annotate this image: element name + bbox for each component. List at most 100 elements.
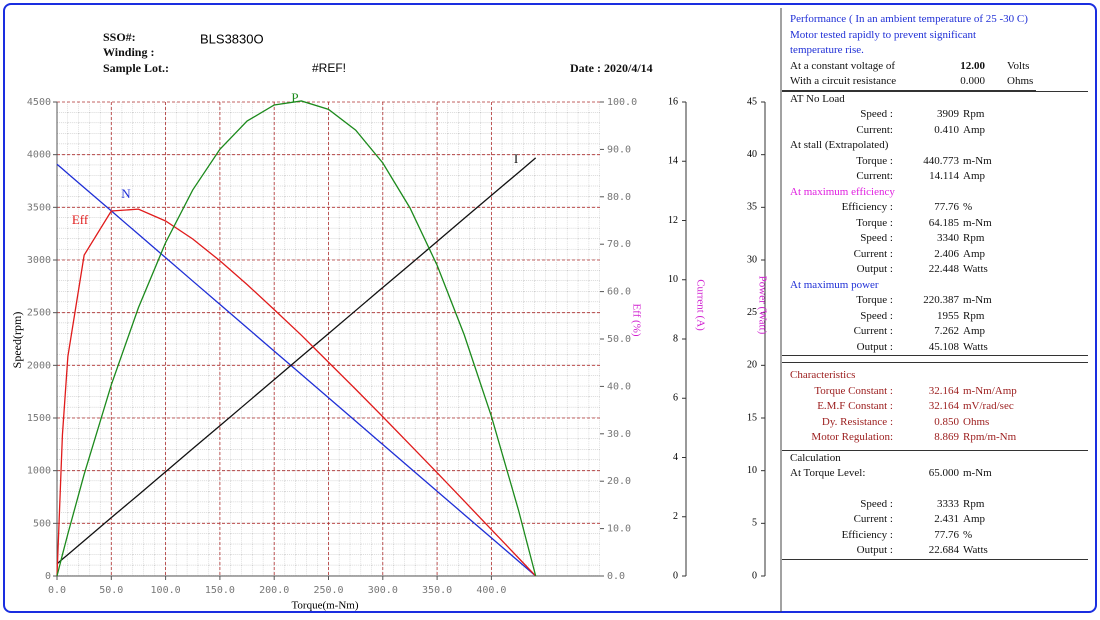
stat-value: 1955 — [937, 309, 959, 322]
series-label: P — [291, 90, 298, 105]
stat-label: Current: — [856, 123, 893, 136]
y4-axis-label: Power (Watt) — [756, 276, 768, 335]
series-line — [56, 100, 537, 577]
stat-label: Dy. Resistance : — [821, 415, 893, 428]
y3-tick-label: 8 — [673, 333, 678, 344]
stat-unit: Watts — [963, 544, 988, 556]
series-label: N — [121, 186, 131, 201]
label: At a constant voltage of — [790, 59, 896, 72]
y-tick-label: 4000 — [27, 150, 51, 161]
resistance-row: With a circuit resistance 0.000 Ohms — [782, 74, 1036, 91]
y2-tick-label: 80.0 — [607, 192, 631, 203]
y2-tick-label: 50.0 — [607, 334, 631, 345]
date: Date : 2020/4/14 — [570, 61, 653, 75]
y3-tick-label: 10 — [668, 274, 678, 285]
section: AT No Load Speed : 3909 Rpm Current: 0.410 Amp — [782, 90, 1088, 139]
stat-value: 3333 — [937, 497, 959, 510]
y4-tick-label: 20 — [747, 360, 757, 371]
stat-unit: Amp — [963, 513, 985, 525]
frame — [3, 3, 1097, 613]
stat-unit: m-Nm — [963, 154, 992, 167]
stat-unit: Rpm — [963, 309, 985, 322]
section: At maximum efficiency Efficiency : 77.76% T… — [782, 185, 1088, 278]
stat-unit: Rpm/m-Nm — [963, 431, 1017, 443]
stat-row: Speed : 3340 Rpm — [782, 231, 1088, 247]
y4-tick-label: 25 — [747, 307, 757, 318]
stat-value: 440.773 — [923, 154, 959, 167]
y4-tick-label: 30 — [747, 254, 757, 265]
stat-row: Motor Regulation: 8.869 Rpm/m-Nm — [782, 430, 1088, 446]
section-title: At stall (Extrapolated) — [790, 139, 889, 151]
section: At stall (Extrapolated) Torque : 440.773 m-… — [782, 138, 1088, 185]
stat-row: Torque : 64.185 m-Nm — [782, 216, 1088, 232]
section: Characteristics Torque Constant : 32.164 m-… — [782, 362, 1088, 450]
stat-label: Current : — [853, 247, 893, 260]
y3-tick-label: 6 — [673, 393, 678, 404]
y2-tick-label: 10.0 — [607, 524, 631, 535]
stat-unit: Rpm — [963, 108, 985, 120]
stat-value: 3909 — [937, 108, 959, 120]
y2-tick-label: 20.0 — [607, 476, 631, 487]
y-tick-label: 1000 — [27, 466, 51, 477]
stat-label: Efficiency : — [841, 528, 893, 541]
x-axis-label: Torque(m-Nm) — [291, 600, 358, 612]
x-tick-label: 100.0 — [151, 585, 181, 596]
model: BLS3830O — [200, 31, 264, 46]
stat-label: Torque : — [856, 294, 893, 306]
intro-line: Performance ( In an ambient temperature … — [790, 13, 1028, 25]
stat-row: Torque : 440.773 m-Nm — [782, 154, 1088, 170]
y-tick-label: 500 — [33, 518, 51, 529]
x-tick-label: 300.0 — [368, 585, 398, 596]
y2-axis-label: Eff (%) — [630, 303, 642, 336]
stat-row: Current : 2.406 Amp — [782, 247, 1088, 263]
x-tick-label: 150.0 — [205, 585, 235, 596]
stat-label: Speed : — [860, 108, 893, 120]
section-title: At maximum power — [790, 278, 879, 291]
stat-value: 14.114 — [929, 170, 959, 182]
stat-label: At Torque Level: — [790, 467, 866, 479]
y3-tick-label: 2 — [673, 511, 678, 522]
intro-line: temperature rise. — [790, 44, 864, 56]
stat-value: 2.406 — [934, 247, 959, 260]
section: At maximum power Torque : 220.387 m-Nm Speed… — [782, 278, 1088, 356]
unit: Volts — [1007, 59, 1030, 72]
y2-tick-label: 30.0 — [607, 429, 631, 440]
stat-unit: Rpm — [963, 497, 985, 510]
y2-tick-label: 100.0 — [607, 97, 637, 108]
stat-row: At Torque Level: 65.000 m-Nm — [782, 466, 1088, 482]
y2-tick-label: 0.0 — [607, 571, 625, 582]
sso-label: SSO#: — [103, 30, 136, 44]
stat-unit: Rpm — [963, 232, 985, 244]
stat-row: Current: 14.114 Amp — [782, 169, 1088, 185]
stat-value: 3340 — [937, 232, 959, 244]
stat-row: Torque : 220.387 m-Nm — [782, 293, 1088, 309]
stat-row: Speed : 1955 Rpm — [782, 309, 1088, 325]
stat-label: Current : — [853, 513, 893, 525]
stat-unit: m-Nm — [963, 467, 992, 479]
stat-unit: m-Nm/Amp — [963, 384, 1017, 397]
performance-panel: Performance ( In an ambient temperature … — [782, 12, 1088, 560]
stat-label: Efficiency : — [841, 201, 893, 213]
stat-unit: m-Nm — [963, 216, 992, 229]
stat-row: E.M.F Constant : 32.164 mV/rad/sec — [782, 399, 1088, 415]
stat-unit: Amp — [963, 170, 985, 182]
winding-label: Winding : — [103, 45, 154, 59]
y-tick-label: 1500 — [27, 413, 51, 424]
y4-tick-label: 40 — [747, 149, 757, 160]
x-tick-label: 250.0 — [313, 585, 343, 596]
stat-unit: Watts — [963, 263, 988, 275]
x-tick-label: 400.0 — [476, 585, 506, 596]
value: 12.00 — [960, 59, 985, 72]
stat-unit: % — [963, 528, 973, 541]
series-line — [56, 163, 537, 577]
stat-row: Current: 0.410 Amp — [782, 123, 1088, 139]
stat-label: Output : — [856, 544, 893, 556]
stat-label: Speed : — [860, 497, 893, 510]
series-line — [56, 208, 537, 577]
stat-label: E.M.F Constant : — [817, 400, 893, 412]
stat-value: 220.387 — [923, 294, 959, 306]
stat-value: 65.000 — [928, 467, 959, 479]
y-axis-label: Speed(rpm) — [10, 312, 24, 369]
stat-row: Efficiency : 77.76% — [782, 200, 1088, 216]
